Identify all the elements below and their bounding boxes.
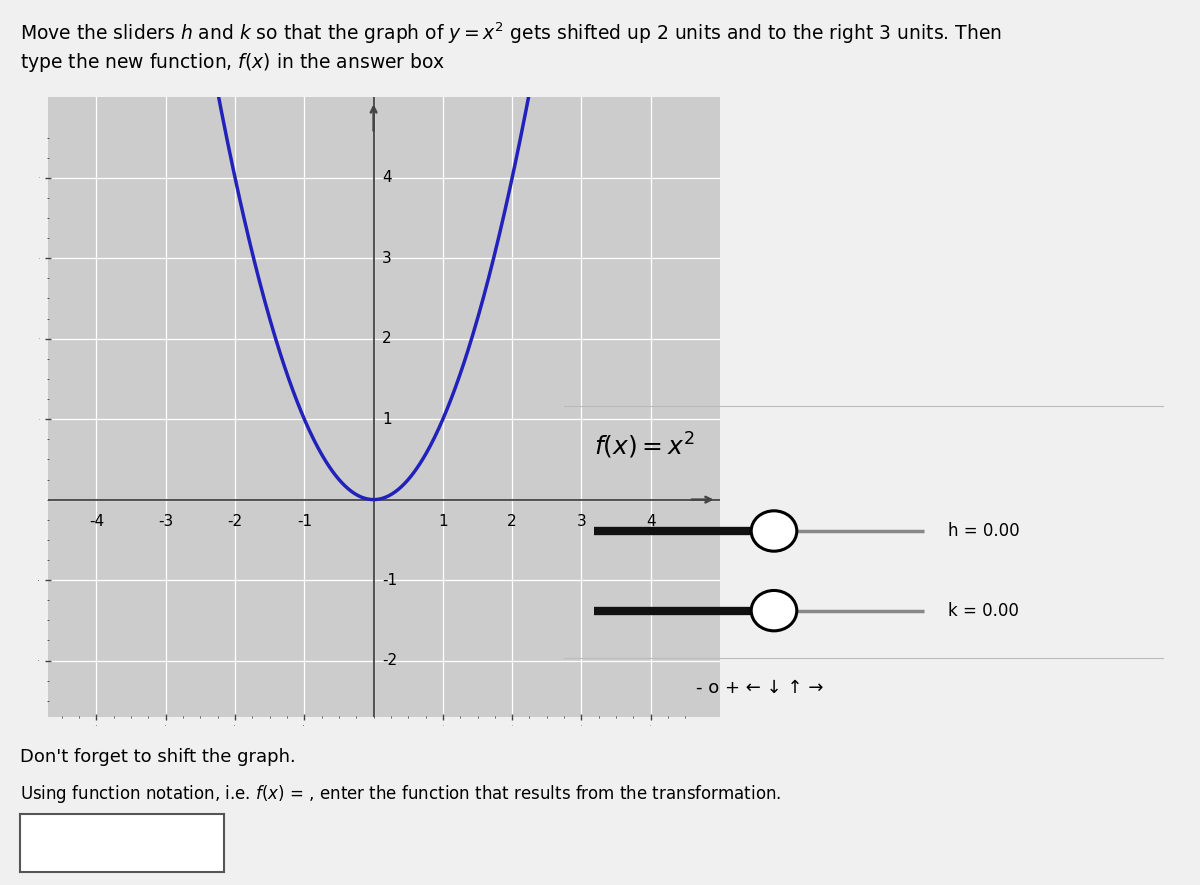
Text: 4: 4 [646,514,655,529]
Text: 3: 3 [576,514,587,529]
Text: 2: 2 [508,514,517,529]
Text: Using function notation, i.e. $f(x)$ = , enter the function that results from th: Using function notation, i.e. $f(x)$ = ,… [20,783,781,805]
Text: k = 0.00: k = 0.00 [948,602,1019,620]
Text: -1: -1 [296,514,312,529]
Text: -1: -1 [382,573,397,588]
Text: 1: 1 [382,412,391,427]
Text: 3: 3 [382,250,391,266]
Text: - o + ← ↓ ↑ →: - o + ← ↓ ↑ → [696,679,823,696]
Text: -4: -4 [89,514,104,529]
Text: -2: -2 [382,653,397,668]
Text: $f(x) = x^2$: $f(x) = x^2$ [594,431,695,461]
Text: h = 0.00: h = 0.00 [948,522,1020,540]
Text: type the new function, $f(x)$ in the answer box: type the new function, $f(x)$ in the ans… [20,51,446,74]
Text: 2: 2 [382,331,391,346]
Text: 1: 1 [438,514,448,529]
Text: -2: -2 [228,514,242,529]
Text: Move the sliders $h$ and $k$ so that the graph of $y = x^2$ gets shifted up 2 un: Move the sliders $h$ and $k$ so that the… [20,20,1002,46]
Text: 4: 4 [382,170,391,185]
Circle shape [751,511,797,551]
Circle shape [751,590,797,631]
Text: -3: -3 [158,514,173,529]
Text: Don't forget to shift the graph.: Don't forget to shift the graph. [20,748,296,766]
